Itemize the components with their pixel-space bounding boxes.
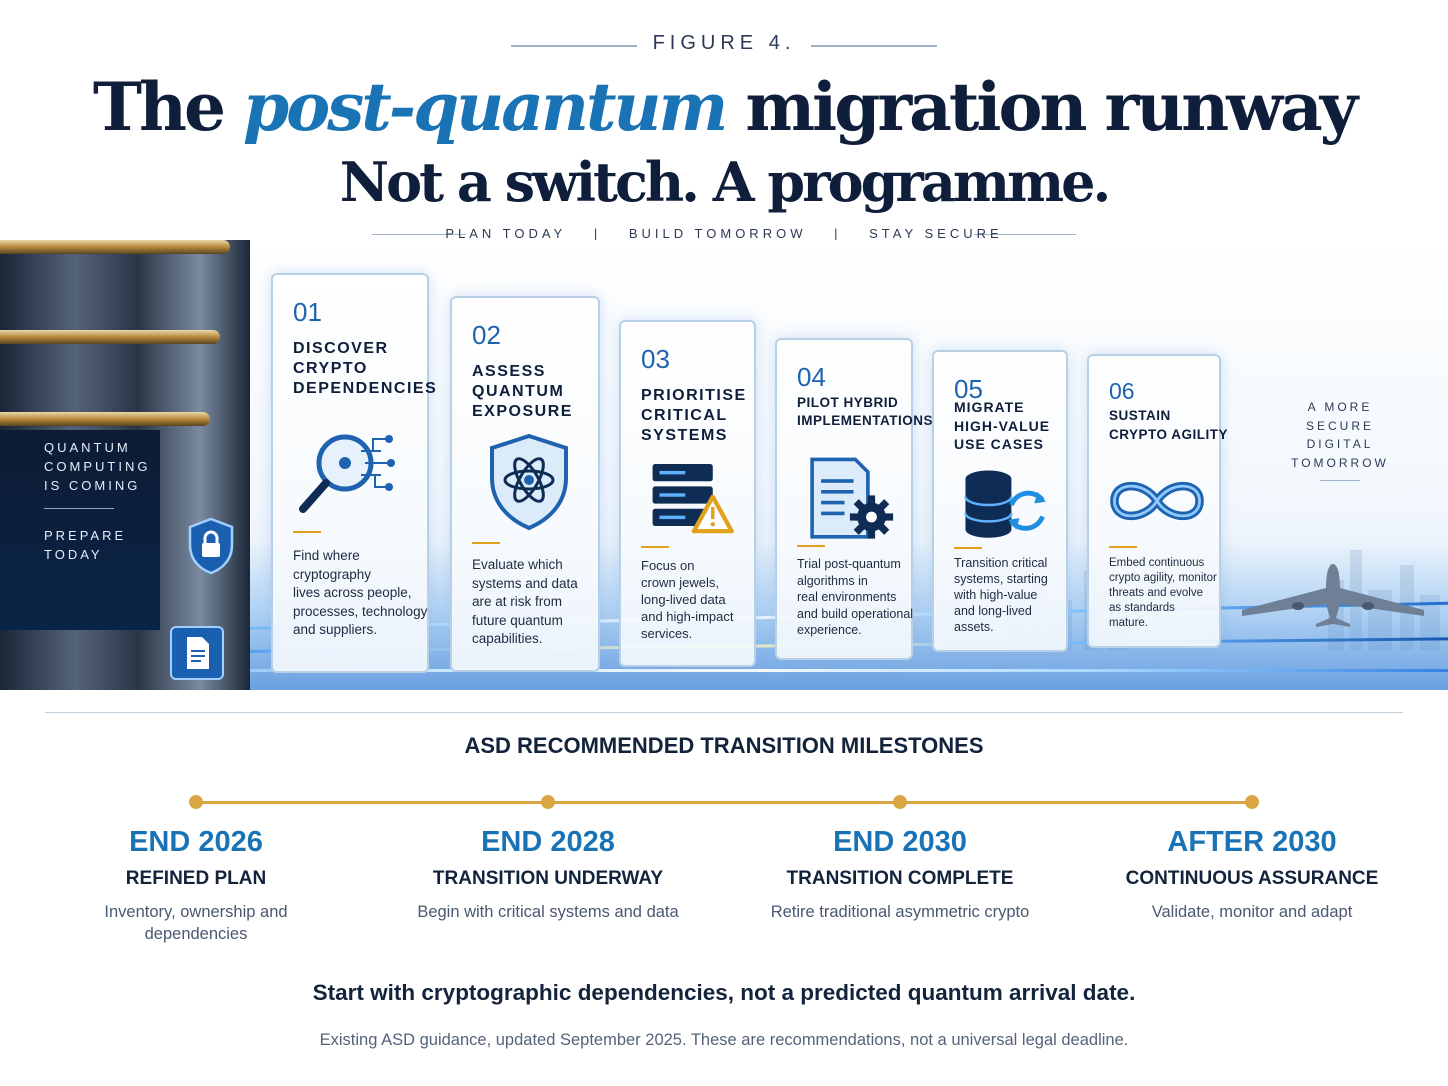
step-card-01: 01 Discover crypto dependencies Find where…: [271, 273, 438, 673]
step-divider: [641, 546, 669, 548]
milestone-year: END 2028: [481, 826, 615, 858]
milestone-heading: TRANSITION UNDERWAY: [432, 868, 664, 889]
milestone-2030: END 2030 TRANSITION COMPLETE Retire trad…: [735, 826, 1065, 923]
title-pre: The: [92, 68, 226, 146]
infinity-icon: [1110, 482, 1204, 520]
milestone-description: Begin with critical systems and data: [417, 903, 679, 921]
step-description: Embed continuous crypto agility, monitor t…: [1109, 557, 1217, 629]
step-description: Transition critical systems, starting with…: [954, 556, 1048, 634]
step-card-06: 06 Sustain crypto agility Embed continuou…: [1087, 354, 1229, 648]
page-title: The post-quantum migration runway: [0, 68, 1448, 146]
step-number: 01: [293, 297, 322, 327]
database-sync-icon: [964, 470, 1046, 538]
timeline-line: [196, 801, 1253, 804]
document-gear-icon: [810, 457, 894, 539]
atom-shield-icon: [490, 433, 568, 531]
step-divider: [1109, 546, 1137, 548]
figure-rule-right: [811, 45, 937, 47]
figure-label-row: FIGURE 4.: [0, 32, 1448, 55]
airplane-icon: [1242, 564, 1424, 627]
milestone-description: Inventory, ownership and dependencies: [104, 903, 288, 943]
step-title: Prioritise critical systems: [641, 387, 747, 444]
page-subtitle: Not a switch. A programme.: [339, 150, 1112, 214]
step-number: 04: [797, 362, 826, 392]
key-message: Start with cryptographic dependencies, n…: [312, 980, 1136, 1005]
tagline: PLAN TODAY | BUILD TOMORROW | STAY SECUR…: [0, 226, 1448, 241]
figure-rule-left: [511, 45, 637, 47]
milestone-after-2030: AFTER 2030 CONTINUOUS ASSURANCE Validate…: [1087, 826, 1417, 923]
step-divider: [472, 542, 500, 544]
step-title: Sustain crypto agility: [1109, 408, 1229, 442]
step-number: 06: [1109, 378, 1135, 404]
step-divider: [797, 545, 825, 547]
tower-message-1: QUANTUM COMPUTING IS COMING: [44, 440, 151, 493]
light-trail-3: [0, 669, 1448, 672]
milestones-title: ASD RECOMMENDED TRANSITION MILESTONES: [464, 733, 984, 758]
milestone-2026: END 2026 REFINED PLAN Inventory, ownersh…: [31, 826, 361, 945]
step-title: Migrate high-value use cases: [954, 399, 1051, 452]
tagline-secure: STAY SECURE: [869, 226, 1003, 241]
tower-panel: [0, 430, 160, 630]
magnifier-network-icon: [299, 434, 395, 513]
milestone-year: END 2026: [129, 826, 263, 858]
step-card-03: 03 Prioritise critical systems Focus on cro…: [619, 320, 756, 667]
step-description: Focus on crown jewels, long-lived data and …: [641, 558, 734, 641]
tower-divider: [44, 508, 114, 509]
figure-label: FIGURE 4.: [652, 32, 796, 54]
milestone-heading: REFINED PLAN: [125, 868, 267, 889]
timeline-dot-4: [1245, 795, 1259, 809]
footnote: Existing ASD guidance, updated September…: [319, 1031, 1129, 1049]
aside-message: A MORE SECURE DIGITAL TOMORROW: [1291, 400, 1389, 470]
timeline-dot-2: [541, 795, 555, 809]
step-number: 03: [641, 344, 670, 374]
timeline-dot-1: [189, 795, 203, 809]
step-title: Pilot hybrid implementations: [797, 395, 933, 428]
aside-rule: [1320, 480, 1360, 481]
title-accent: post-quantum: [242, 68, 728, 146]
milestone-year: END 2030: [833, 826, 967, 858]
step-number: 02: [472, 320, 501, 350]
tagline-sep-1: |: [593, 226, 602, 241]
runway-scene: QUANTUM COMPUTING IS COMING PREPARE TODA…: [0, 240, 1448, 690]
step-card-05: 05 Migrate high-value use cases Transition…: [932, 350, 1068, 652]
document-icon: [170, 626, 224, 680]
milestone-heading: CONTINUOUS ASSURANCE: [1125, 868, 1379, 889]
tagline-plan: PLAN TODAY: [445, 226, 567, 241]
milestone-2028: END 2028 TRANSITION UNDERWAY Begin with …: [383, 826, 713, 923]
step-description: Find where cryptography lives across peopl…: [293, 548, 428, 637]
milestone-description: Validate, monitor and adapt: [1151, 903, 1353, 921]
timeline-dot-3: [893, 795, 907, 809]
milestone-heading: TRANSITION COMPLETE: [786, 868, 1014, 889]
step-number: 05: [954, 374, 983, 404]
tagline-sep-2: |: [834, 226, 842, 241]
step-title: Discover crypto dependencies: [293, 340, 438, 397]
step-card-02: 02 Assess quantum exposure Evaluate which s…: [450, 296, 600, 672]
tagline-build: BUILD TOMORROW: [628, 226, 807, 241]
section-divider: [45, 712, 1403, 713]
tagline-rule-right: [974, 234, 1076, 235]
step-card-04: 04 Pilot hybrid implementations Trial pos…: [775, 338, 933, 660]
server-warning-icon: [652, 464, 734, 534]
title-post: migration runway: [745, 68, 1358, 146]
step-divider: [954, 547, 982, 549]
milestone-description: Retire traditional asymmetric crypto: [770, 903, 1030, 921]
lock-shield-icon: [188, 517, 234, 575]
step-divider: [293, 531, 321, 533]
milestone-year: AFTER 2030: [1167, 826, 1337, 858]
step-description: Evaluate which systems and data are at ris…: [472, 557, 578, 646]
step-description: Trial post-quantum algorithms in real envi…: [797, 557, 914, 637]
tagline-rule-left: [372, 234, 466, 235]
step-title: Assess quantum exposure: [472, 363, 573, 420]
tower-message-2: PREPARE TODAY: [44, 528, 127, 562]
